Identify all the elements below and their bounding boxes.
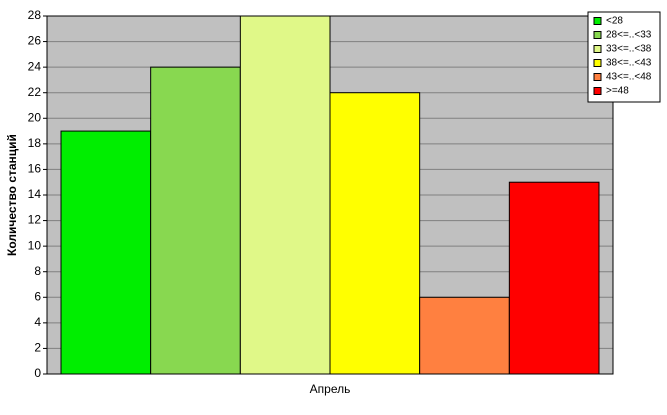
legend-swatch xyxy=(593,73,602,81)
y-tick-label: 28 xyxy=(28,8,42,22)
y-tick-label: 12 xyxy=(28,213,42,227)
y-tick-label: 18 xyxy=(28,136,42,150)
y-tick-label: 14 xyxy=(28,187,42,201)
bar xyxy=(508,181,600,375)
y-tick-label: 0 xyxy=(34,366,41,380)
y-axis-label: Количество станций xyxy=(5,134,19,256)
legend-label: 28<=..<33 xyxy=(606,30,652,41)
legend-label: >=48 xyxy=(606,86,629,97)
legend-swatch xyxy=(593,59,602,67)
legend-swatch xyxy=(593,45,602,53)
x-tick-label: Апрель xyxy=(310,382,351,396)
legend-swatch xyxy=(593,17,602,25)
bar xyxy=(329,92,421,375)
y-tick-label: 20 xyxy=(28,110,42,124)
y-tick-label: 24 xyxy=(28,59,42,73)
y-tick-label: 8 xyxy=(34,264,41,278)
legend: <28 28<=..<33 33<=..<38 38<=..<43 43<=..<48 >… xyxy=(587,11,661,103)
y-tick-label: 4 xyxy=(34,315,41,329)
y-tick-label: 6 xyxy=(34,289,41,303)
legend-label: <28 xyxy=(606,16,623,27)
legend-label: 43<=..<48 xyxy=(606,72,652,83)
bar xyxy=(239,15,331,375)
y-tick-label: 22 xyxy=(28,85,42,99)
bar xyxy=(419,296,510,375)
y-tick-label: 2 xyxy=(34,341,41,355)
y-tick-label: 26 xyxy=(28,34,42,48)
legend-swatch xyxy=(593,31,602,39)
bar xyxy=(150,66,241,375)
legend-swatch xyxy=(593,87,602,95)
y-tick-label: 10 xyxy=(28,238,42,252)
legend-label: 38<=..<43 xyxy=(606,58,652,69)
y-tick-label: 16 xyxy=(28,162,42,176)
legend-label: 33<=..<38 xyxy=(606,44,652,55)
bar xyxy=(60,130,152,375)
